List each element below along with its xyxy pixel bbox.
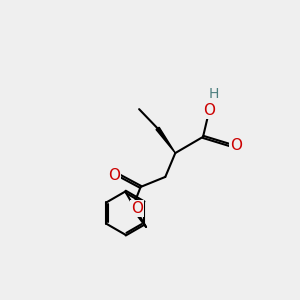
Text: H: H <box>208 87 219 101</box>
Text: O: O <box>131 201 143 216</box>
Text: O: O <box>108 168 120 183</box>
Text: O: O <box>230 138 242 153</box>
Polygon shape <box>156 127 175 153</box>
Text: O: O <box>203 103 215 118</box>
